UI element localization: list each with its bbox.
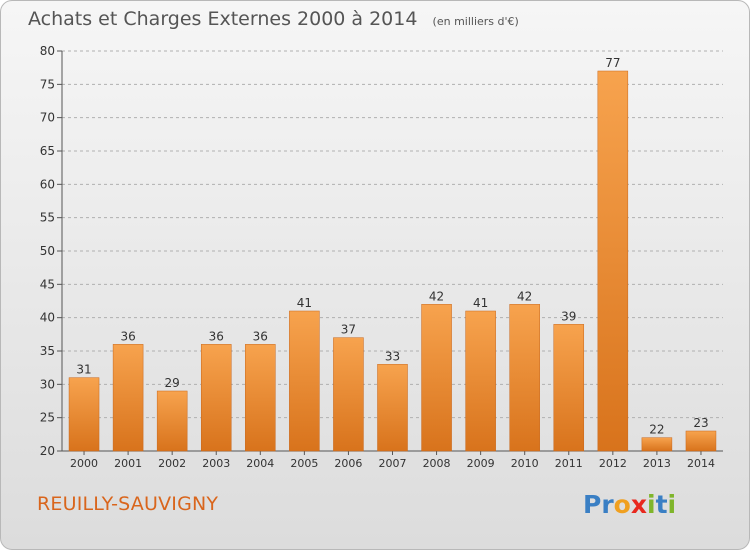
y-tick-label: 35 xyxy=(40,344,55,358)
x-tick-label: 2007 xyxy=(379,457,407,470)
logo-letter: r xyxy=(601,490,614,519)
bar-value-label: 23 xyxy=(693,416,708,430)
bar-2009 xyxy=(465,310,496,452)
y-tick-label: 30 xyxy=(40,377,55,391)
bar-2014 xyxy=(685,430,717,452)
x-tick-label: 2008 xyxy=(423,457,451,470)
bar-value-label: 36 xyxy=(209,329,224,343)
x-tick-label: 2009 xyxy=(467,457,495,470)
bar-2006 xyxy=(333,337,364,452)
y-tick-label: 70 xyxy=(40,111,55,125)
x-tick-label: 2000 xyxy=(70,457,98,470)
bar-value-label: 36 xyxy=(253,329,268,343)
labels: 20 25 30 35 40 45 50 55 60 65 70 75 80 31 2000 36 2001 29… xyxy=(40,44,715,470)
commune-name: REUILLY-SAUVIGNY xyxy=(37,493,219,515)
bar-2007 xyxy=(377,364,408,452)
bar-2010 xyxy=(509,304,540,452)
bar-2008 xyxy=(421,304,452,452)
bar-2004 xyxy=(245,344,276,452)
y-tick-label: 60 xyxy=(40,177,55,191)
chart-unit: (en milliers d'€) xyxy=(432,15,519,28)
x-tick-label: 2001 xyxy=(114,457,142,470)
y-tick-label: 20 xyxy=(40,444,55,458)
proxiti-logo[interactable]: Proxiti xyxy=(583,490,676,519)
y-tick-label: 55 xyxy=(40,211,55,225)
bar-value-label: 41 xyxy=(473,296,488,310)
chart-title: Achats et Charges Externes 2000 à 2014 xyxy=(28,8,418,30)
bar-value-label: 41 xyxy=(297,296,312,310)
logo-letter: x xyxy=(630,490,647,519)
x-tick-label: 2012 xyxy=(599,457,627,470)
bar-2011 xyxy=(553,324,585,452)
y-tick-label: 45 xyxy=(40,277,55,291)
x-tick-label: 2010 xyxy=(511,457,539,470)
chart-title-block: Achats et Charges Externes 2000 à 2014 (… xyxy=(28,8,519,30)
bar-value-label: 77 xyxy=(605,56,620,70)
y-tick-label: 40 xyxy=(40,311,55,325)
x-tick-label: 2002 xyxy=(158,457,186,470)
x-tick-label: 2014 xyxy=(687,457,715,470)
bar-value-label: 29 xyxy=(165,376,180,390)
bar-2001 xyxy=(112,344,144,452)
y-tick-label: 25 xyxy=(40,411,55,425)
y-tick-label: 50 xyxy=(40,244,55,258)
bar-2005 xyxy=(289,310,320,452)
bar-2000 xyxy=(68,377,100,452)
logo-letter: t xyxy=(655,490,668,519)
bars xyxy=(68,70,717,452)
bar-value-label: 33 xyxy=(385,349,400,363)
bar-value-label: 39 xyxy=(561,309,576,323)
logo-letter: i xyxy=(647,490,656,519)
logo-letter: o xyxy=(613,490,631,519)
x-tick-label: 2011 xyxy=(555,457,583,470)
bar-2002 xyxy=(156,390,188,452)
bar-2013 xyxy=(641,437,673,452)
x-tick-label: 2004 xyxy=(246,457,274,470)
bar-value-label: 42 xyxy=(517,289,532,303)
y-tick-label: 80 xyxy=(40,44,55,58)
bar-value-label: 36 xyxy=(120,329,135,343)
y-tick-label: 75 xyxy=(40,77,55,91)
x-tick-label: 2006 xyxy=(334,457,362,470)
logo-letter: i xyxy=(667,490,677,519)
x-tick-label: 2003 xyxy=(202,457,230,470)
x-tick-label: 2005 xyxy=(290,457,318,470)
bar-2003 xyxy=(200,344,232,452)
bar-value-label: 22 xyxy=(649,423,664,437)
y-tick-label: 65 xyxy=(40,144,55,158)
x-tick-label: 2013 xyxy=(643,457,671,470)
bar-2012 xyxy=(597,70,629,452)
bar-value-label: 37 xyxy=(341,323,356,337)
bar-value-label: 42 xyxy=(429,289,444,303)
logo-letter: P xyxy=(583,490,602,519)
bar-value-label: 31 xyxy=(76,363,91,377)
